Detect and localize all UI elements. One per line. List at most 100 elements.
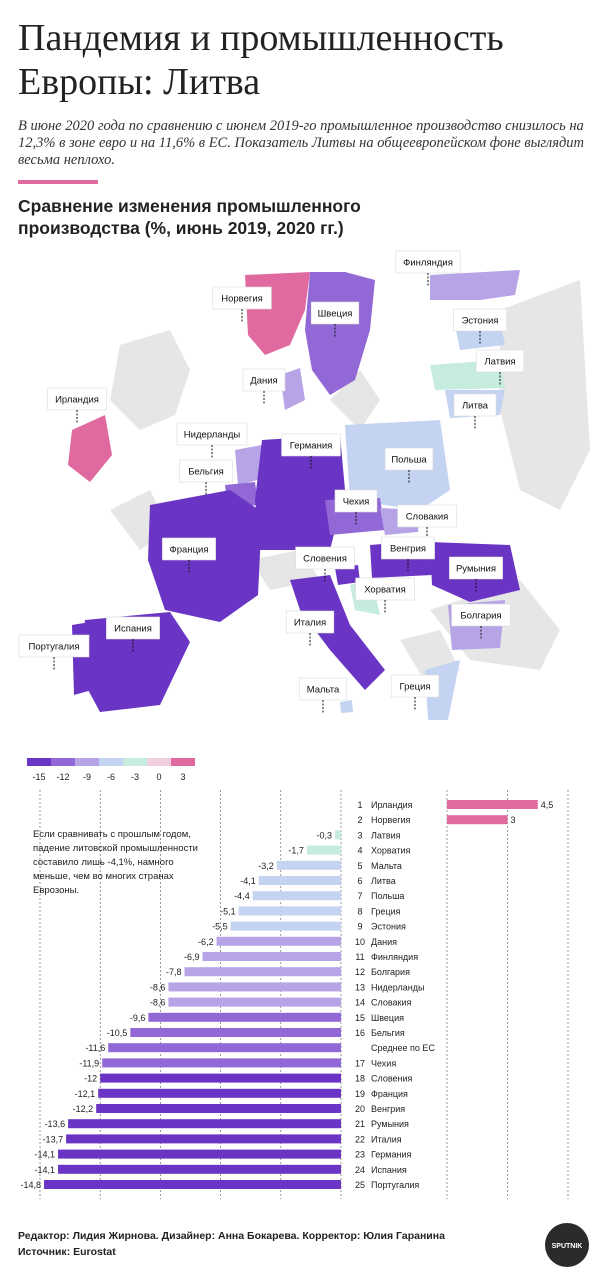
map-label-1: Норвегия	[212, 286, 272, 322]
legend-label: 3	[180, 772, 185, 782]
map-malta	[340, 700, 353, 713]
bar-value-label: -6,2	[198, 937, 214, 947]
bar	[276, 860, 341, 870]
bar-value-label: -4,1	[240, 876, 256, 886]
bar-rank: 17	[355, 1058, 365, 1068]
map-label-4: Латвия	[475, 349, 525, 385]
bar-rank: 7	[357, 891, 362, 901]
bar-rank: 9	[357, 922, 362, 932]
bar-value-label: -11,9	[79, 1058, 99, 1068]
map-label-text: Норвегия	[221, 294, 263, 305]
bar	[216, 936, 341, 946]
map-label-10: Польша	[384, 447, 434, 483]
legend-label: 0	[156, 772, 161, 782]
bar-value-label: -13,7	[43, 1134, 64, 1144]
bar-category-label: Бельгия	[371, 1028, 405, 1038]
bar-row: 3 Латвия -0,3	[316, 830, 401, 840]
bar	[108, 1043, 341, 1053]
bar-rank: 15	[355, 1013, 365, 1023]
europe-map: Финляндия Норвегия Швеция Эстония Латвия Дани…	[18, 250, 590, 720]
bar	[66, 1134, 341, 1144]
bar-value-label: -13,6	[45, 1119, 66, 1129]
bar-category-label: Ирландия	[371, 800, 413, 810]
bar-category-label: Словакия	[371, 998, 412, 1008]
bar-row: 15 Швеция -9,6	[130, 1012, 404, 1023]
bar-rank: 25	[355, 1180, 365, 1190]
bar-rank: 5	[357, 861, 362, 871]
bar-row: 9 Эстония -5,5	[212, 921, 406, 932]
bar-value-label: -14,8	[20, 1180, 41, 1190]
bar-category-label: Латвия	[371, 830, 401, 840]
bar-category-label: Литва	[371, 876, 396, 886]
bar-rank: 10	[355, 937, 365, 947]
map-label-text: Хорватия	[364, 585, 406, 596]
bar-value-label: -12,2	[73, 1104, 94, 1114]
bar-value-label: -6,9	[184, 952, 200, 962]
map-label-23: Мальта	[298, 677, 348, 713]
bar	[447, 800, 538, 809]
bar-value-label: -5,1	[220, 906, 236, 916]
bar	[168, 982, 341, 992]
bar-category-label: Румыния	[371, 1119, 409, 1129]
legend-label: -12	[56, 772, 69, 782]
bar-value-label: -8,6	[150, 982, 166, 992]
map-label-5: Дания	[242, 368, 286, 404]
map-label-22: Италия	[285, 610, 335, 646]
bar-category-label: Хорватия	[371, 846, 411, 856]
bar	[98, 1088, 342, 1098]
bar-row: 16 Бельгия -10,5	[107, 1028, 405, 1038]
map-label-20: Португалия	[18, 634, 90, 670]
bar	[96, 1104, 341, 1113]
map-label-7: Ирландия	[47, 387, 107, 423]
map-italy	[290, 575, 385, 690]
bar-category-label: Болгария	[371, 967, 410, 977]
bar-rank: 12	[355, 967, 365, 977]
legend-swatch	[75, 758, 99, 766]
bar	[100, 1073, 341, 1083]
bar	[184, 967, 341, 977]
bar	[258, 876, 341, 885]
bar-category-label: Мальта	[371, 861, 402, 871]
bar-category-label: Португалия	[371, 1180, 419, 1190]
bar-rank: 23	[355, 1150, 365, 1160]
chart-annotation: Если сравнивать с прошлым годом, падение…	[33, 829, 198, 896]
map-denmark	[280, 368, 305, 410]
bar	[238, 906, 341, 916]
bar-row: 20 Венгрия -12,2	[73, 1104, 405, 1114]
map-label-text: Болгария	[460, 611, 501, 622]
map-label-11: Бельгия	[179, 459, 233, 495]
bar-category-label: Среднее по ЕС	[371, 1043, 435, 1053]
map-label-8: Нидерланды	[176, 422, 248, 458]
bar	[306, 845, 341, 855]
bar-value-label: -12	[84, 1074, 97, 1084]
bar-value-label: 4,5	[541, 800, 554, 810]
map-germany	[255, 435, 345, 550]
bar-rank: 19	[355, 1089, 365, 1099]
map-netherlands	[235, 445, 265, 485]
bar	[102, 1058, 341, 1068]
bar-rank: 1	[357, 800, 362, 810]
bar-category-label: Словения	[371, 1074, 413, 1084]
bar-category-label: Франция	[371, 1089, 408, 1099]
bar-value-label: -3,2	[258, 861, 274, 871]
map-label-text: Бельгия	[188, 467, 224, 478]
legend-swatch	[27, 758, 51, 766]
bar-rank: 11	[355, 952, 364, 962]
bar-row: 8 Греция -5,1	[220, 906, 401, 916]
bar-rank: 13	[355, 982, 365, 992]
bar-row: 19 Франция -12,1	[75, 1088, 408, 1099]
map-label-text: Германия	[290, 441, 333, 452]
bar	[58, 1164, 342, 1174]
accent-divider	[18, 180, 98, 184]
map-label-text: Словакия	[406, 512, 449, 523]
bar	[334, 830, 341, 840]
bar-value-label: -0,3	[316, 830, 332, 840]
sputnik-logo: SPUTNIK	[545, 1223, 589, 1267]
bar-category-label: Швеция	[371, 1013, 404, 1023]
bar-row: Среднее по ЕС -11,6	[85, 1043, 435, 1053]
bar-rank: 8	[357, 906, 362, 916]
bar-rank: 22	[355, 1134, 365, 1144]
map-label-text: Мальта	[307, 685, 340, 696]
map-label-18: Хорватия	[355, 577, 415, 613]
bar-value-label: -5,5	[212, 922, 228, 932]
